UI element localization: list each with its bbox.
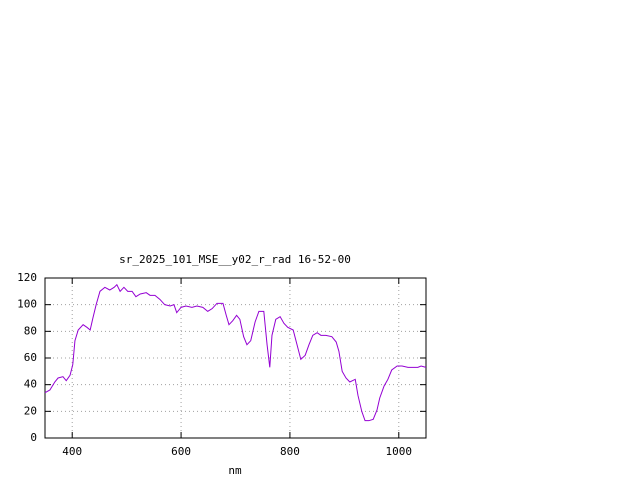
x-tick-label: 600 (171, 445, 191, 458)
x-axis-label: nm (228, 464, 242, 477)
y-tick-label: 0 (30, 431, 37, 444)
y-tick-label: 40 (24, 378, 37, 391)
y-tick-label: 120 (17, 271, 37, 284)
x-tick-label: 1000 (386, 445, 413, 458)
plot-border (44, 277, 427, 439)
y-tick-label: 100 (17, 298, 37, 311)
x-tick-label: 400 (62, 445, 82, 458)
chart-title: sr_2025_101_MSE__y02_r_rad 16-52-00 (119, 253, 351, 266)
y-tick-label: 60 (24, 351, 37, 364)
data-line (44, 283, 427, 422)
y-tick-label: 80 (24, 324, 37, 337)
x-tick-label: 800 (280, 445, 300, 458)
y-tick-label: 20 (24, 404, 37, 417)
